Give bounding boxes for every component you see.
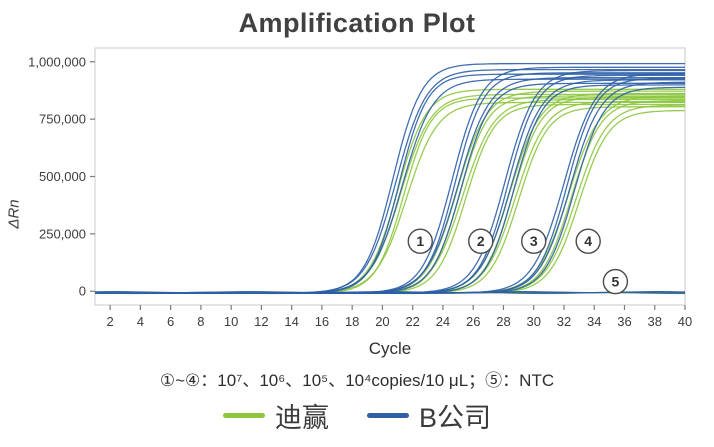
x-tick-label: 30 [526,314,540,329]
svg-text:2: 2 [477,233,485,249]
y-tick-label: 0 [79,284,86,299]
annotation-circled-number: 3 [521,228,547,254]
y-tick-label: 500,000 [39,169,86,184]
svg-text:3: 3 [530,233,538,249]
x-tick-label: 4 [137,314,144,329]
svg-text:5: 5 [612,274,620,290]
legend: 迪赢 B公司 [0,396,714,435]
x-tick-label: 36 [617,314,631,329]
x-tick-label: 14 [284,314,298,329]
legend-label-company-b: B公司 [418,403,491,433]
legend-label-diying: 迪赢 [274,403,329,433]
plot-area [94,47,686,306]
legend-swatch-green [222,413,265,418]
annotation-circled-number: 4 [575,228,601,254]
x-tick-label: 12 [254,314,268,329]
x-tick-label: 8 [197,314,204,329]
x-tick-label: 26 [466,314,480,329]
x-tick-label: 20 [375,314,389,329]
x-tick-label: 6 [167,314,174,329]
x-tick-label: 22 [405,314,419,329]
amplification-curve [95,86,685,294]
x-tick-label: 40 [678,314,692,329]
legend-item-diying: 迪赢 [222,396,329,435]
annotation-circled-number: 2 [468,228,494,254]
y-tick-label: 1,000,000 [28,54,86,69]
chart-title: Amplification Plot [238,8,476,38]
annotation-circled-number: 5 [602,268,629,295]
y-tick-label: 750,000 [39,112,86,127]
x-axis-label: Cycle [369,339,412,358]
x-tick-label: 38 [648,314,662,329]
x-tick-label: 2 [107,314,114,329]
svg-text:4: 4 [584,233,592,249]
x-tick-label: 34 [587,314,601,329]
legend-swatch-blue [366,413,409,418]
annotation-circled-number: 1 [407,228,433,254]
x-tick-label: 18 [345,314,359,329]
x-tick-label: 24 [436,314,450,329]
y-axis-label: ΔRn [5,199,23,229]
svg-text:1: 1 [416,233,424,249]
x-tick-label: 28 [496,314,510,329]
y-tick-label: 250,000 [39,226,86,241]
x-tick-label: 10 [224,314,238,329]
figure-caption: ①~④：10⁷、10⁶、10⁵、10⁴copies/10 μL；⑤：NTC [159,371,555,390]
x-tick-label: 16 [315,314,329,329]
plot-wrap: ΔRn 0 250,000 500,000 750,000 1,000,000 2 4 6 8 1… [0,38,714,360]
x-tick-label: 32 [557,314,571,329]
legend-item-company-b: B公司 [366,396,491,435]
